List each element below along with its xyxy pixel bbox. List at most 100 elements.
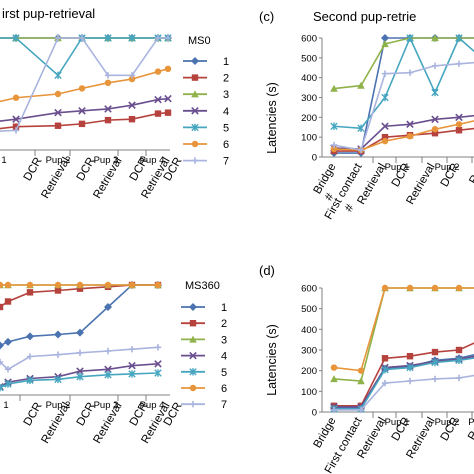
panel-c-series-5-point [330, 122, 338, 130]
panel-c-series-4-point [406, 120, 414, 129]
legend-b-item-4-label: 4 [221, 351, 227, 363]
panel-a-series-5-point [54, 71, 62, 80]
panel-d-series-7-point [357, 406, 365, 414]
panel-b-series-5-point [104, 371, 112, 379]
legend-a-item-4: 4 [183, 106, 229, 118]
panel-b-pup-label: Pup 2 [46, 400, 71, 411]
panel-a-series-2-point [128, 116, 136, 123]
legend-b-item-3-marker [189, 335, 197, 343]
panel-c-series-6-line [333, 120, 474, 151]
panel-d-ytick-label: 100 [301, 387, 317, 398]
panel-d-series-7-point [431, 375, 439, 383]
panel-a-series-2-point [54, 122, 62, 129]
panel-d-series-3-point [357, 377, 365, 385]
panel-b-series-7 [0, 344, 162, 373]
panel-b-series-7-point [4, 366, 12, 373]
panel-b-series-6-point [0, 281, 4, 289]
panel-a-series-6-point [12, 94, 20, 101]
panel-b-category-label: DCR [22, 401, 45, 429]
panel-b-series-4-point [154, 360, 162, 368]
panel-b-series-4-point [76, 367, 84, 375]
panel-d-series-5 [330, 356, 474, 413]
panel-b-series-5-point [128, 370, 136, 378]
panel-c-series-5-line [333, 36, 474, 130]
panel-c-pup-label: Pup 2 [435, 162, 460, 173]
panel-b-category-label: DCR [75, 401, 98, 429]
legend-b-item-1-marker [189, 303, 197, 311]
legend-a-item-6-label: 6 [223, 139, 229, 151]
legend-b-item-3-label: 3 [221, 334, 227, 346]
panel-c-category-label: # [343, 202, 357, 214]
panel-a-series-7-point [104, 72, 112, 79]
panel-d-ylabel: Latencies (s) [265, 324, 279, 396]
legend-a-item-6: 6 [183, 139, 229, 151]
panel-a-series-7-point [78, 34, 86, 42]
panel-b-series-6-point [154, 281, 162, 289]
panel-b-series-7-line [0, 346, 159, 371]
legend-a-item-4-marker [191, 107, 199, 115]
legend-b-item-7: 7 [181, 399, 227, 411]
panel-d-series-7-point [406, 377, 414, 385]
panel-c-category-label: Retr [467, 161, 474, 186]
panel-b-series-1-point [4, 337, 12, 346]
legend-a-item-1-label: 1 [223, 56, 229, 68]
panel-b-series-1-point [54, 330, 62, 339]
panel-b-pup-label: Pup 4 [140, 400, 165, 411]
panel-a-series-7-point [128, 72, 136, 79]
legend-b-item-2-marker [189, 320, 197, 327]
panel-b-series-7-point [0, 358, 4, 366]
panel-c-series-3 [330, 34, 474, 92]
legend-b-item-2: 2 [181, 318, 227, 330]
panel-c-series-7-point [455, 60, 463, 67]
panel-a-category-label: DCR [75, 156, 98, 184]
panel-c-series-4-point [431, 115, 439, 124]
panel-d-series-6-point [381, 284, 389, 292]
panel-a-series-4-point [12, 115, 20, 123]
panel-d-ytick-label: 200 [301, 366, 317, 377]
panel-c-series-6-point [406, 132, 414, 140]
panel-b-category-label: DCR [128, 401, 151, 429]
panel-d-category-label: Retri [466, 416, 474, 443]
panel-c-ytick-label: 300 [301, 93, 317, 104]
legend-a-item-5-marker [191, 123, 199, 132]
panel-c-series-2-point [431, 130, 439, 137]
panel-a-series-2 [0, 109, 172, 130]
panel-b-series-5-point [0, 383, 4, 392]
legend-a-item-7-label: 7 [223, 156, 229, 168]
panel-c-series-5-point [357, 124, 365, 132]
panel-a-series-6 [0, 65, 172, 103]
panel-d-series-6-point [406, 284, 414, 292]
legend-b-item-6-label: 6 [221, 383, 227, 395]
panel-b-series-5-point [26, 376, 34, 385]
legend-b-item-7-label: 7 [221, 399, 227, 411]
panel-d-ytick-label: 300 [301, 346, 317, 357]
panel-b-series-2-point [26, 289, 34, 296]
panel-c-series-5-point [381, 93, 389, 102]
panel-d-series-5-point [455, 356, 463, 365]
panel-a-series-6-point [154, 68, 162, 75]
panel-d-series-7-point [330, 406, 338, 414]
panel-a-series-2-point [12, 123, 20, 130]
panel-c-series-1-point [381, 34, 389, 42]
legend-b-item-6: 6 [181, 383, 227, 395]
panel-b-series-5-point [54, 375, 62, 384]
legend-a-item-2: 2 [183, 73, 229, 85]
panel-d-series-2-point [381, 355, 389, 362]
legend-a-item-7-marker [191, 157, 199, 164]
legend-a-item-2-marker [191, 74, 199, 81]
panel-a-series-5-point [128, 34, 136, 42]
panel-a-pup-label: Pup 2 [46, 155, 71, 166]
legend-ms0: MS0 1 2 3 4 5 6 7 [183, 35, 229, 168]
panel-c-series-7-point [381, 70, 389, 77]
panel-d-series-5-point [406, 363, 414, 372]
panel-d-category-label: Bridge [312, 416, 339, 451]
legend-a-item-1: 1 [183, 56, 229, 68]
panel-b-series-1-line [0, 284, 158, 347]
panel-d-pup-label: Pup 2 [435, 417, 460, 428]
panel-b-pup-label: 1 [3, 400, 8, 411]
legend-a-item-5-label: 5 [223, 122, 229, 134]
panel-a-series-4-point [78, 107, 86, 115]
legend-a-item-3-label: 3 [223, 89, 229, 101]
